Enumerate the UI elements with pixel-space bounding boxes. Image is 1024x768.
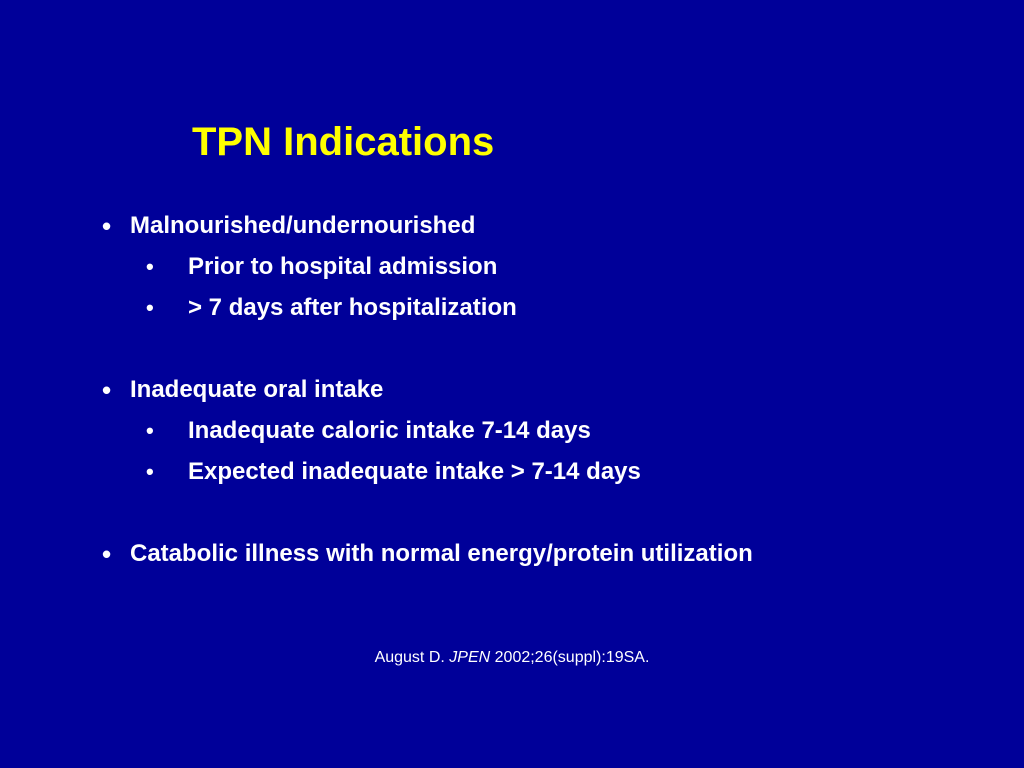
bullet-marker: • — [102, 539, 112, 569]
sub-bullet-marker: • — [146, 254, 154, 279]
bullet-marker: • — [102, 211, 112, 241]
sub-bullet-marker: • — [146, 459, 154, 484]
citation-author: August D. — [374, 649, 445, 666]
sub-bullet-item: Inadequate caloric intake 7-14 days — [188, 417, 591, 444]
slide-title: TPN Indications — [192, 120, 495, 164]
bullet-marker: • — [102, 375, 112, 405]
citation-details: 2002;26(suppl):19SA. — [494, 649, 650, 666]
sub-bullet-item: Prior to hospital admission — [188, 253, 498, 280]
bullet-item-inadequate-oral-intake: Inadequate oral intake — [130, 376, 384, 403]
sub-bullet-marker: • — [146, 418, 154, 443]
citation-journal: JPEN — [449, 649, 491, 666]
bullet-item-malnourished: Malnourished/undernourished — [130, 212, 476, 239]
sub-bullet-marker: • — [146, 295, 154, 320]
bullet-item-catabolic-illness: Catabolic illness with normal energy/pro… — [130, 540, 753, 567]
citation: August D. JPEN 2002;26(suppl):19SA. — [0, 647, 1024, 669]
sub-bullet-item: > 7 days after hospitalization — [188, 294, 517, 321]
sub-bullet-item: Expected inadequate intake > 7-14 days — [188, 458, 641, 485]
